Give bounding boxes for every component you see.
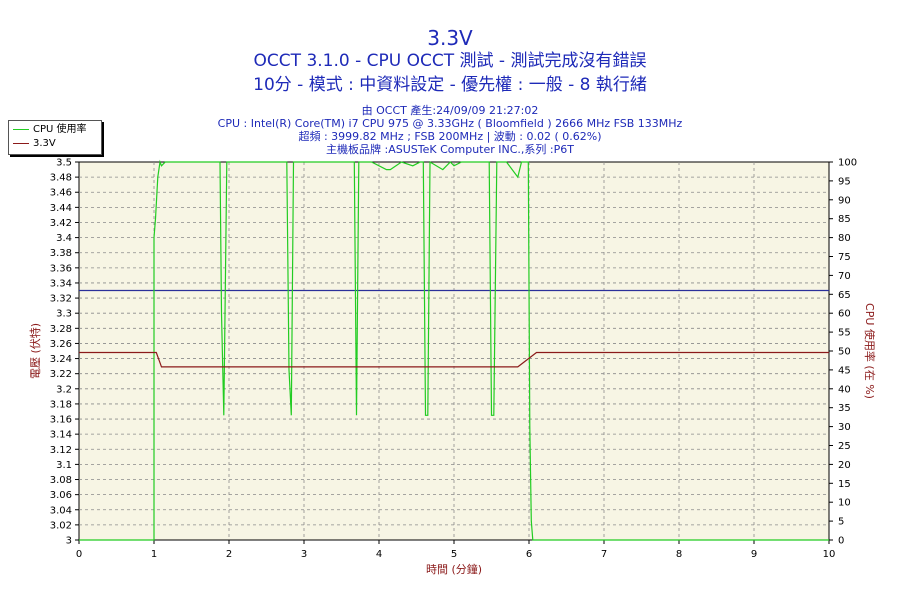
x-tick-label: 6: [526, 549, 532, 560]
chart-subtitle-mode: 10分 - 模式 : 中資料設定 - 優先權 : 一般 - 8 執行緒: [253, 75, 647, 95]
y-right-tick-label: 0: [838, 536, 844, 547]
y-right-tick-label: 50: [838, 347, 851, 358]
legend-label-cpu: CPU 使用率: [33, 124, 87, 135]
y-left-tick-label: 3.34: [50, 278, 72, 289]
y-left-tick-label: 3.14: [50, 430, 72, 441]
y-left-tick-label: 3.3: [56, 309, 72, 320]
y-left-tick-label: 3.44: [50, 203, 72, 214]
chart-subtitle-test: OCCT 3.1.0 - CPU OCCT 測試 - 測試完成沒有錯誤: [253, 51, 647, 71]
x-axis-label: 時間 (分鐘): [426, 562, 482, 576]
x-tick-label: 10: [823, 549, 836, 560]
x-tick-label: 2: [226, 549, 232, 560]
y-left-tick-label: 3.4: [56, 233, 72, 244]
y-right-tick-label: 95: [838, 176, 851, 187]
x-tick-label: 0: [76, 549, 82, 560]
chart-title: 3.3V: [427, 26, 473, 50]
y-right-tick-label: 25: [838, 441, 851, 452]
y-left-tick-label: 3.28: [50, 324, 72, 335]
y-right-axis-label: CPU 使用率 (在 %): [863, 303, 877, 399]
legend-swatch-voltage: [13, 142, 29, 144]
y-left-tick-label: 3.02: [50, 520, 72, 531]
y-right-tick-label: 10: [838, 498, 851, 509]
legend-label-voltage: 3.3V: [33, 138, 56, 149]
y-left-tick-label: 3.2: [56, 384, 72, 395]
legend-item-voltage: 3.3V: [13, 137, 56, 151]
y-right-tick-label: 80: [838, 233, 851, 244]
y-right-tick-label: 35: [838, 403, 851, 414]
x-tick-label: 7: [601, 549, 607, 560]
series-line-voltage: [79, 351, 829, 368]
y-left-axis-label: 電壓 (伏特): [28, 323, 42, 379]
info-motherboard: 主機板品牌 :ASUSTeK Computer INC.,系列 :P6T: [326, 143, 574, 156]
y-left-tick-label: 3.46: [50, 188, 72, 199]
y-right-tick-label: 15: [838, 479, 851, 490]
y-right-tick-label: 40: [838, 384, 851, 395]
y-left-tick-label: 3.38: [50, 248, 72, 259]
y-right-tick-label: 5: [838, 517, 844, 528]
y-left-tick-label: 3.08: [50, 475, 72, 486]
y-left-tick-label: 3.22: [50, 369, 72, 380]
x-tick-label: 1: [151, 549, 157, 560]
y-left-tick-label: 3.32: [50, 294, 72, 305]
y-left-tick-label: 3.36: [50, 263, 72, 274]
y-left-tick-label: 3.18: [50, 399, 72, 410]
info-created: 由 OCCT 產生:24/09/09 21:27:02: [361, 104, 539, 117]
x-tick-label: 4: [376, 549, 382, 560]
y-left-tick-label: 3.12: [50, 445, 72, 456]
x-tick-label: 9: [751, 549, 757, 560]
y-left-tick-label: 3.5: [56, 158, 72, 169]
info-overclock: 超頻 : 3999.82 MHz ; FSB 200MHz | 波動 : 0.0…: [298, 130, 602, 143]
y-left-tick-label: 3.06: [50, 490, 72, 501]
y-right-tick-label: 65: [838, 290, 851, 301]
y-right-tick-label: 70: [838, 271, 851, 282]
chart-legend: CPU 使用率 3.3V: [8, 120, 102, 155]
x-tick-label: 8: [676, 549, 682, 560]
y-left-tick-label: 3.24: [50, 354, 72, 365]
x-tick-label: 3: [301, 549, 307, 560]
info-cpu: CPU : Intel(R) Core(TM) i7 CPU 975 @ 3.3…: [217, 117, 683, 130]
y-left-tick-label: 3.26: [50, 339, 72, 350]
y-right-tick-label: 55: [838, 328, 851, 339]
y-right-tick-label: 100: [838, 158, 857, 169]
y-right-tick-label: 30: [838, 422, 851, 433]
y-left-tick-label: 3.1: [56, 460, 72, 471]
legend-item-cpu: CPU 使用率: [13, 123, 87, 137]
y-right-tick-label: 90: [838, 195, 851, 206]
y-right-tick-label: 20: [838, 460, 851, 471]
y-right-tick-label: 75: [838, 252, 851, 263]
y-left-tick-label: 3: [66, 536, 72, 547]
y-left-tick-label: 3.04: [50, 505, 72, 516]
y-left-tick-label: 3.16: [50, 415, 72, 426]
y-right-tick-label: 60: [838, 309, 851, 320]
y-right-tick-label: 85: [838, 214, 851, 225]
y-left-tick-label: 3.48: [50, 173, 72, 184]
y-left-tick-label: 3.42: [50, 218, 72, 229]
y-right-tick-label: 45: [838, 365, 851, 376]
x-tick-label: 5: [451, 549, 457, 560]
series-line-cpu-usage: [79, 159, 829, 541]
legend-swatch-cpu: [13, 128, 29, 130]
